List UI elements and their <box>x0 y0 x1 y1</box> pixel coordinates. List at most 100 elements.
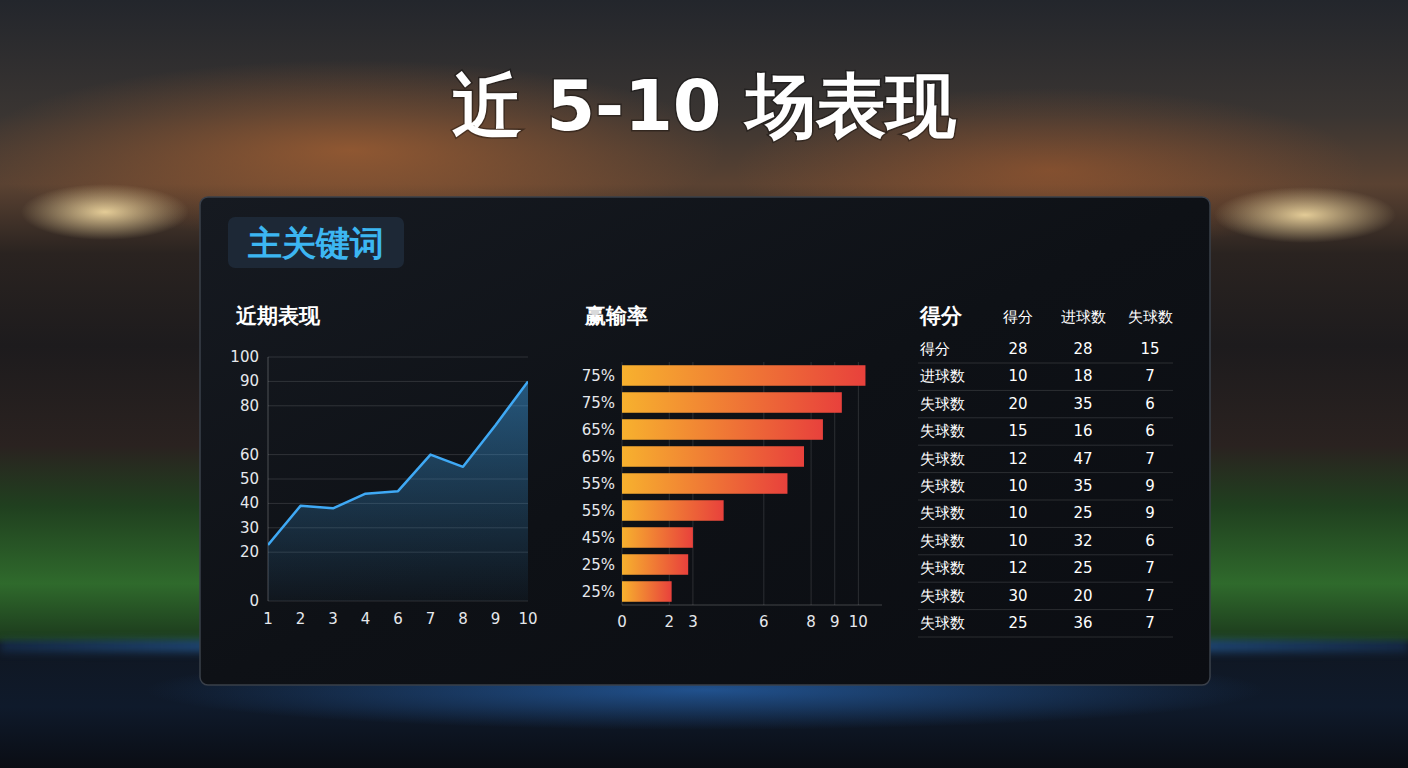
grid-line <box>268 381 528 382</box>
y-tick-label: 45% <box>582 529 615 547</box>
row-separator <box>918 363 1173 364</box>
row-label: 失球数 <box>920 532 965 550</box>
y-tick-label: 25% <box>582 556 615 574</box>
row-label: 失球数 <box>920 614 965 632</box>
x-tick-label: 8 <box>458 610 468 628</box>
x-tick-label: 3 <box>688 613 698 631</box>
table-header: 失球数 <box>1128 308 1173 326</box>
grid-line <box>268 405 528 406</box>
x-tick-label: 4 <box>361 610 371 628</box>
row-label: 失球数 <box>920 395 965 413</box>
row-label: 失球数 <box>920 450 965 468</box>
table-header: 进球数 <box>1061 308 1106 326</box>
row-separator <box>918 390 1173 391</box>
table-cell: 6 <box>1145 422 1155 440</box>
y-tick-label: 0 <box>249 592 259 610</box>
x-axis-line <box>622 605 882 606</box>
table-header: 得分 <box>1003 308 1033 326</box>
badge-text: 主关键词 <box>247 223 384 263</box>
x-tick-label: 10 <box>849 613 868 631</box>
row-separator <box>918 637 1173 638</box>
x-tick-label: 9 <box>491 610 501 628</box>
table-cell: 20 <box>1008 395 1027 413</box>
x-tick-label: 10 <box>518 610 537 628</box>
row-separator <box>918 582 1173 583</box>
table-cell: 10 <box>1008 504 1027 522</box>
table-cell: 9 <box>1145 477 1155 495</box>
y-tick-label: 100 <box>230 348 259 366</box>
bar <box>622 392 842 413</box>
row-separator <box>918 527 1173 528</box>
x-tick-label: 8 <box>806 613 816 631</box>
panel <box>200 197 1210 685</box>
y-tick-label: 65% <box>582 421 615 439</box>
y-tick-label: 50 <box>240 470 259 488</box>
bar <box>622 446 804 467</box>
table-cell: 15 <box>1140 340 1159 358</box>
table-cell: 10 <box>1008 477 1027 495</box>
bar <box>622 527 693 548</box>
row-separator <box>918 417 1173 418</box>
row-label: 失球数 <box>920 587 965 605</box>
row-separator <box>918 472 1173 473</box>
bar <box>622 473 787 494</box>
line-series <box>268 381 528 544</box>
table-cell: 18 <box>1073 367 1092 385</box>
row-separator <box>918 609 1173 610</box>
row-separator <box>918 554 1173 555</box>
row-label: 失球数 <box>920 559 965 577</box>
stage: 近 5-10 场表现主关键词近期表现0203040506080901001234… <box>0 0 1408 768</box>
row-label: 失球数 <box>920 422 965 440</box>
y-tick-label: 65% <box>582 448 615 466</box>
grid-line <box>268 357 528 358</box>
chart-title: 近期表现 <box>235 304 321 328</box>
y-tick-label: 40 <box>240 494 259 512</box>
table-cell: 7 <box>1145 450 1155 468</box>
bar <box>622 581 672 602</box>
x-tick-label: 7 <box>426 610 436 628</box>
table-cell: 7 <box>1145 614 1155 632</box>
y-tick-label: 60 <box>240 446 259 464</box>
row-label: 失球数 <box>920 504 965 522</box>
y-tick-label: 90 <box>240 372 259 390</box>
table-cell: 25 <box>1073 504 1092 522</box>
table-cell: 6 <box>1145 532 1155 550</box>
table-cell: 47 <box>1073 450 1092 468</box>
grid-line <box>858 362 859 605</box>
y-tick-label: 80 <box>240 397 259 415</box>
y-tick-label: 55% <box>582 475 615 493</box>
table-cell: 35 <box>1073 395 1092 413</box>
table-cell: 9 <box>1145 504 1155 522</box>
row-separator <box>918 445 1173 446</box>
y-tick-label: 25% <box>582 583 615 601</box>
row-label: 失球数 <box>920 477 965 495</box>
table-cell: 7 <box>1145 367 1155 385</box>
table-cell: 12 <box>1008 559 1027 577</box>
x-tick-label: 3 <box>328 610 338 628</box>
x-tick-label: 6 <box>759 613 769 631</box>
bar <box>622 500 724 521</box>
table-cell: 28 <box>1008 340 1027 358</box>
table-title: 得分 <box>919 304 963 328</box>
chart-title: 赢输率 <box>584 304 648 328</box>
bar <box>622 365 865 386</box>
table-cell: 10 <box>1008 532 1027 550</box>
x-tick-label: 2 <box>664 613 674 631</box>
table-cell: 6 <box>1145 395 1155 413</box>
bar <box>622 554 688 575</box>
table-cell: 35 <box>1073 477 1092 495</box>
table-cell: 12 <box>1008 450 1027 468</box>
table-cell: 28 <box>1073 340 1092 358</box>
y-tick-label: 75% <box>582 367 615 385</box>
table-cell: 32 <box>1073 532 1092 550</box>
row-label: 进球数 <box>920 367 965 385</box>
y-tick-label: 75% <box>582 394 615 412</box>
y-tick-label: 55% <box>582 502 615 520</box>
table-cell: 7 <box>1145 559 1155 577</box>
table-cell: 36 <box>1073 614 1092 632</box>
line-area <box>268 381 528 601</box>
x-tick-label: 0 <box>617 613 627 631</box>
line-marks <box>268 381 528 601</box>
y-tick-label: 30 <box>240 519 259 537</box>
page-title: 近 5-10 场表现 <box>452 65 957 147</box>
